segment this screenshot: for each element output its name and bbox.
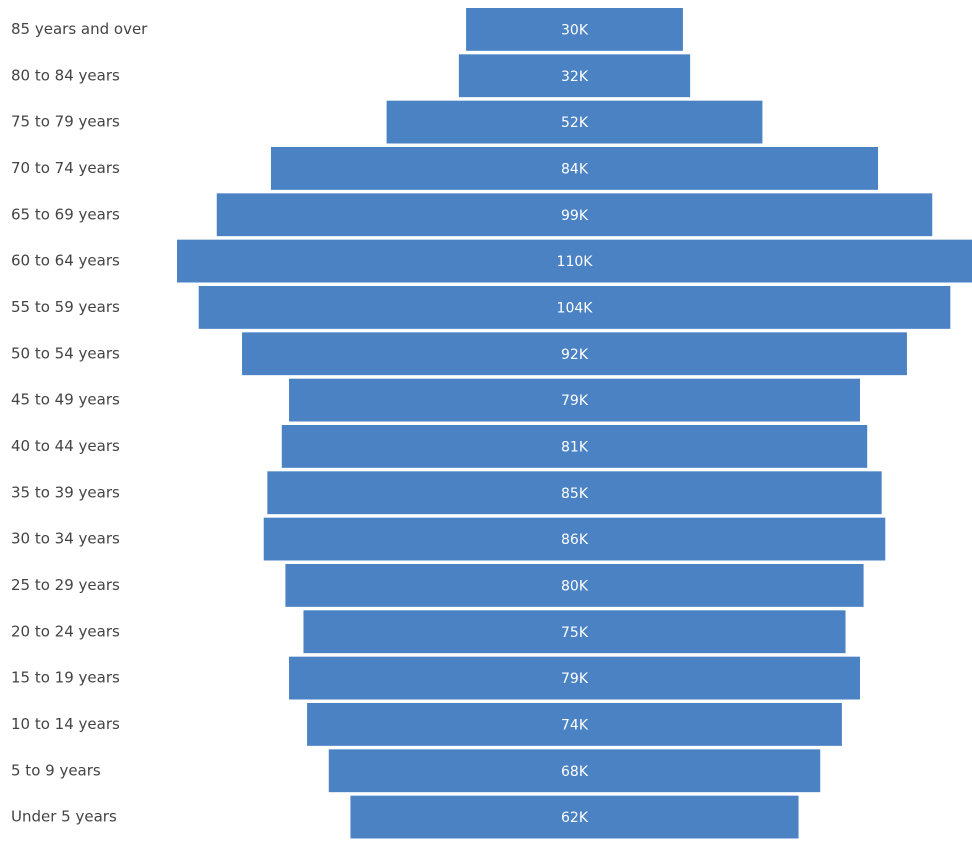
value-label: 32K xyxy=(561,69,589,85)
bar xyxy=(307,703,842,746)
value-label: 110K xyxy=(557,254,594,270)
bar xyxy=(216,193,933,237)
bar xyxy=(242,332,907,376)
category-label: 10 to 14 years xyxy=(11,715,120,733)
bar xyxy=(350,795,799,839)
category-label: 55 to 59 years xyxy=(11,298,120,316)
value-label: 74K xyxy=(561,717,589,733)
bar xyxy=(289,656,860,700)
category-label: 85 years and over xyxy=(11,20,148,38)
category-label: 35 to 39 years xyxy=(11,483,120,501)
category-label: 65 to 69 years xyxy=(11,205,120,223)
category-label: 80 to 84 years xyxy=(11,66,120,84)
value-label: 30K xyxy=(561,22,589,38)
value-label: 104K xyxy=(557,300,594,316)
category-label: 5 to 9 years xyxy=(11,761,101,779)
value-label: 92K xyxy=(561,347,589,363)
value-label: 52K xyxy=(561,115,589,131)
category-label: 15 to 19 years xyxy=(11,669,120,687)
bar xyxy=(198,286,951,329)
value-label: 80K xyxy=(561,578,589,594)
category-label: 45 to 49 years xyxy=(11,391,120,409)
value-label: 99K xyxy=(561,208,589,224)
bar xyxy=(289,378,860,422)
category-label: 25 to 29 years xyxy=(11,576,120,594)
category-label: 50 to 54 years xyxy=(11,344,120,362)
value-label: 68K xyxy=(561,764,589,780)
value-label: 62K xyxy=(561,810,589,826)
value-label: 79K xyxy=(561,671,589,687)
bar xyxy=(270,147,879,190)
bar xyxy=(466,8,683,51)
category-label: 20 to 24 years xyxy=(11,622,120,640)
value-label: 85K xyxy=(561,486,589,502)
bar xyxy=(285,564,864,607)
bar xyxy=(281,425,868,468)
category-label: Under 5 years xyxy=(11,808,117,826)
bar xyxy=(386,100,763,144)
category-label: 60 to 64 years xyxy=(11,252,120,270)
value-label: 84K xyxy=(561,161,589,177)
category-label: 40 to 44 years xyxy=(11,437,120,455)
value-label: 86K xyxy=(561,532,589,548)
bar xyxy=(303,610,846,654)
value-label: 75K xyxy=(561,625,589,641)
bar xyxy=(177,239,972,283)
bar xyxy=(328,749,821,793)
bar xyxy=(263,517,886,561)
value-label: 81K xyxy=(561,439,589,455)
value-label: 79K xyxy=(561,393,589,409)
category-label: 30 to 34 years xyxy=(11,530,120,548)
bar xyxy=(267,471,882,515)
category-label: 70 to 74 years xyxy=(11,159,120,177)
category-label: 75 to 79 years xyxy=(11,113,120,131)
bar xyxy=(458,54,691,98)
